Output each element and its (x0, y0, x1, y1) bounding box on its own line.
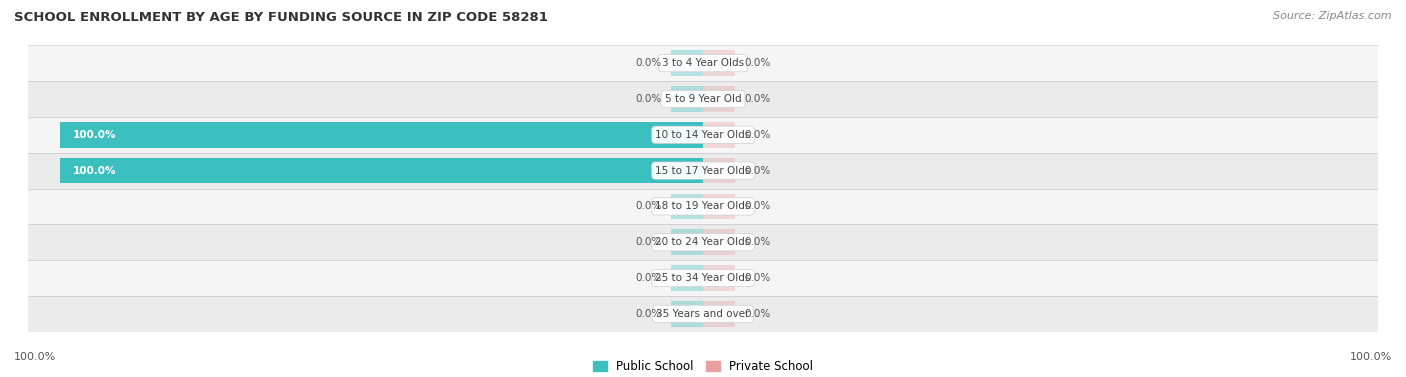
Text: 0.0%: 0.0% (636, 237, 661, 247)
Bar (703, 50, 735, 76)
Text: 0.0%: 0.0% (745, 237, 770, 247)
Bar (28, 296, 1378, 332)
Bar (671, 265, 703, 291)
Bar (703, 158, 735, 184)
Text: 0.0%: 0.0% (745, 94, 770, 104)
Text: 0.0%: 0.0% (636, 58, 661, 68)
Text: 3 to 4 Year Olds: 3 to 4 Year Olds (662, 58, 744, 68)
Bar (28, 188, 1378, 224)
Text: Source: ZipAtlas.com: Source: ZipAtlas.com (1274, 11, 1392, 21)
Text: 0.0%: 0.0% (745, 309, 770, 319)
Bar (703, 229, 735, 255)
Text: SCHOOL ENROLLMENT BY AGE BY FUNDING SOURCE IN ZIP CODE 58281: SCHOOL ENROLLMENT BY AGE BY FUNDING SOUR… (14, 11, 548, 24)
Legend: Public School, Private School: Public School, Private School (588, 355, 818, 377)
Text: 0.0%: 0.0% (636, 94, 661, 104)
Text: 25 to 34 Year Olds: 25 to 34 Year Olds (655, 273, 751, 283)
Text: 100.0%: 100.0% (73, 166, 117, 176)
Bar (671, 86, 703, 112)
Bar (28, 224, 1378, 260)
Bar (28, 117, 1378, 153)
Text: 0.0%: 0.0% (745, 166, 770, 176)
Text: 0.0%: 0.0% (745, 130, 770, 140)
Text: 0.0%: 0.0% (636, 201, 661, 211)
Text: 18 to 19 Year Olds: 18 to 19 Year Olds (655, 201, 751, 211)
Bar (671, 229, 703, 255)
Bar (703, 301, 735, 327)
Bar (28, 81, 1378, 117)
Text: 5 to 9 Year Old: 5 to 9 Year Old (665, 94, 741, 104)
Text: 20 to 24 Year Olds: 20 to 24 Year Olds (655, 237, 751, 247)
Bar (60, 158, 703, 184)
Bar (703, 122, 735, 148)
Text: 35 Years and over: 35 Years and over (657, 309, 749, 319)
Text: 0.0%: 0.0% (745, 201, 770, 211)
Bar (703, 86, 735, 112)
Bar (60, 122, 703, 148)
Text: 0.0%: 0.0% (745, 273, 770, 283)
Text: 100.0%: 100.0% (1350, 352, 1392, 362)
Bar (703, 193, 735, 219)
Bar (671, 301, 703, 327)
Text: 100.0%: 100.0% (14, 352, 56, 362)
Bar (28, 45, 1378, 81)
Bar (671, 193, 703, 219)
Text: 10 to 14 Year Olds: 10 to 14 Year Olds (655, 130, 751, 140)
Bar (671, 50, 703, 76)
Text: 100.0%: 100.0% (73, 130, 117, 140)
Text: 0.0%: 0.0% (745, 58, 770, 68)
Text: 15 to 17 Year Olds: 15 to 17 Year Olds (655, 166, 751, 176)
Text: 0.0%: 0.0% (636, 273, 661, 283)
Bar (28, 260, 1378, 296)
Bar (28, 153, 1378, 188)
Bar (703, 265, 735, 291)
Text: 0.0%: 0.0% (636, 309, 661, 319)
